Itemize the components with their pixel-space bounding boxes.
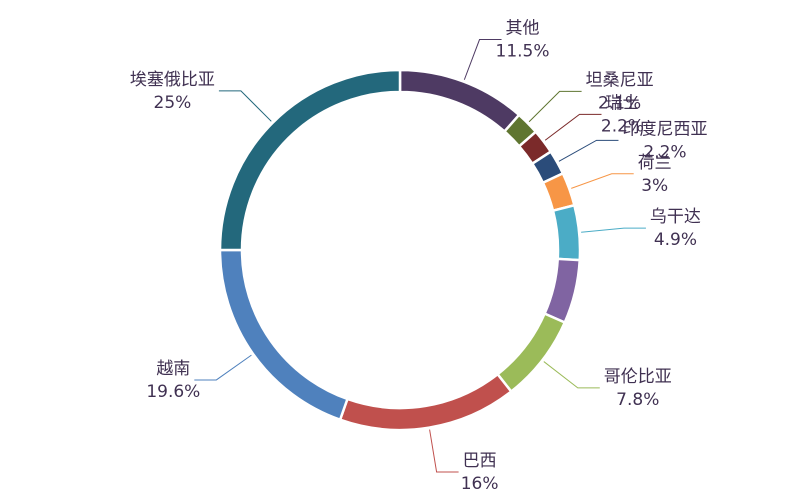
label-name: 其他 <box>506 19 540 39</box>
donut-segment <box>218 248 350 422</box>
label-name: 坦桑尼亚 <box>586 70 654 90</box>
donut-segment <box>551 203 582 262</box>
leader-line <box>194 354 252 381</box>
donut-segment <box>398 68 521 134</box>
label-value: 3% <box>641 176 668 196</box>
leader-line <box>429 429 459 473</box>
donut-segment <box>495 312 567 394</box>
label-value: 19.6% <box>146 382 200 402</box>
label-name: 印度尼西亚 <box>622 119 707 139</box>
label-value: 2.1% <box>598 93 641 113</box>
donut-segment <box>218 68 402 252</box>
leader-line <box>218 90 272 122</box>
label-value: 2.2% <box>643 142 686 162</box>
label-name: 荷兰 <box>638 153 672 173</box>
label-value: 4.9% <box>654 230 697 250</box>
label-value: 2.2% <box>601 116 644 136</box>
leader-line <box>571 173 634 189</box>
label-name: 瑞士 <box>606 93 640 113</box>
label-name: 越南 <box>156 359 190 379</box>
label-name: 哥伦比亚 <box>604 367 672 387</box>
leader-line <box>544 113 602 141</box>
leader-line <box>463 39 502 80</box>
leader-line <box>543 361 600 389</box>
label-name: 巴西 <box>463 451 497 471</box>
leader-line <box>581 227 646 233</box>
label-value: 7.8% <box>616 390 659 410</box>
label-name: 埃塞俄比亚 <box>130 70 215 90</box>
donut-segment <box>338 372 513 432</box>
label-name: 乌干达 <box>650 207 701 227</box>
leader-line <box>528 90 582 123</box>
leader-line <box>558 139 619 162</box>
label-value: 16% <box>461 474 499 494</box>
donut-segment <box>542 257 582 325</box>
label-value: 11.5% <box>496 42 550 62</box>
label-value: 25% <box>154 93 192 113</box>
